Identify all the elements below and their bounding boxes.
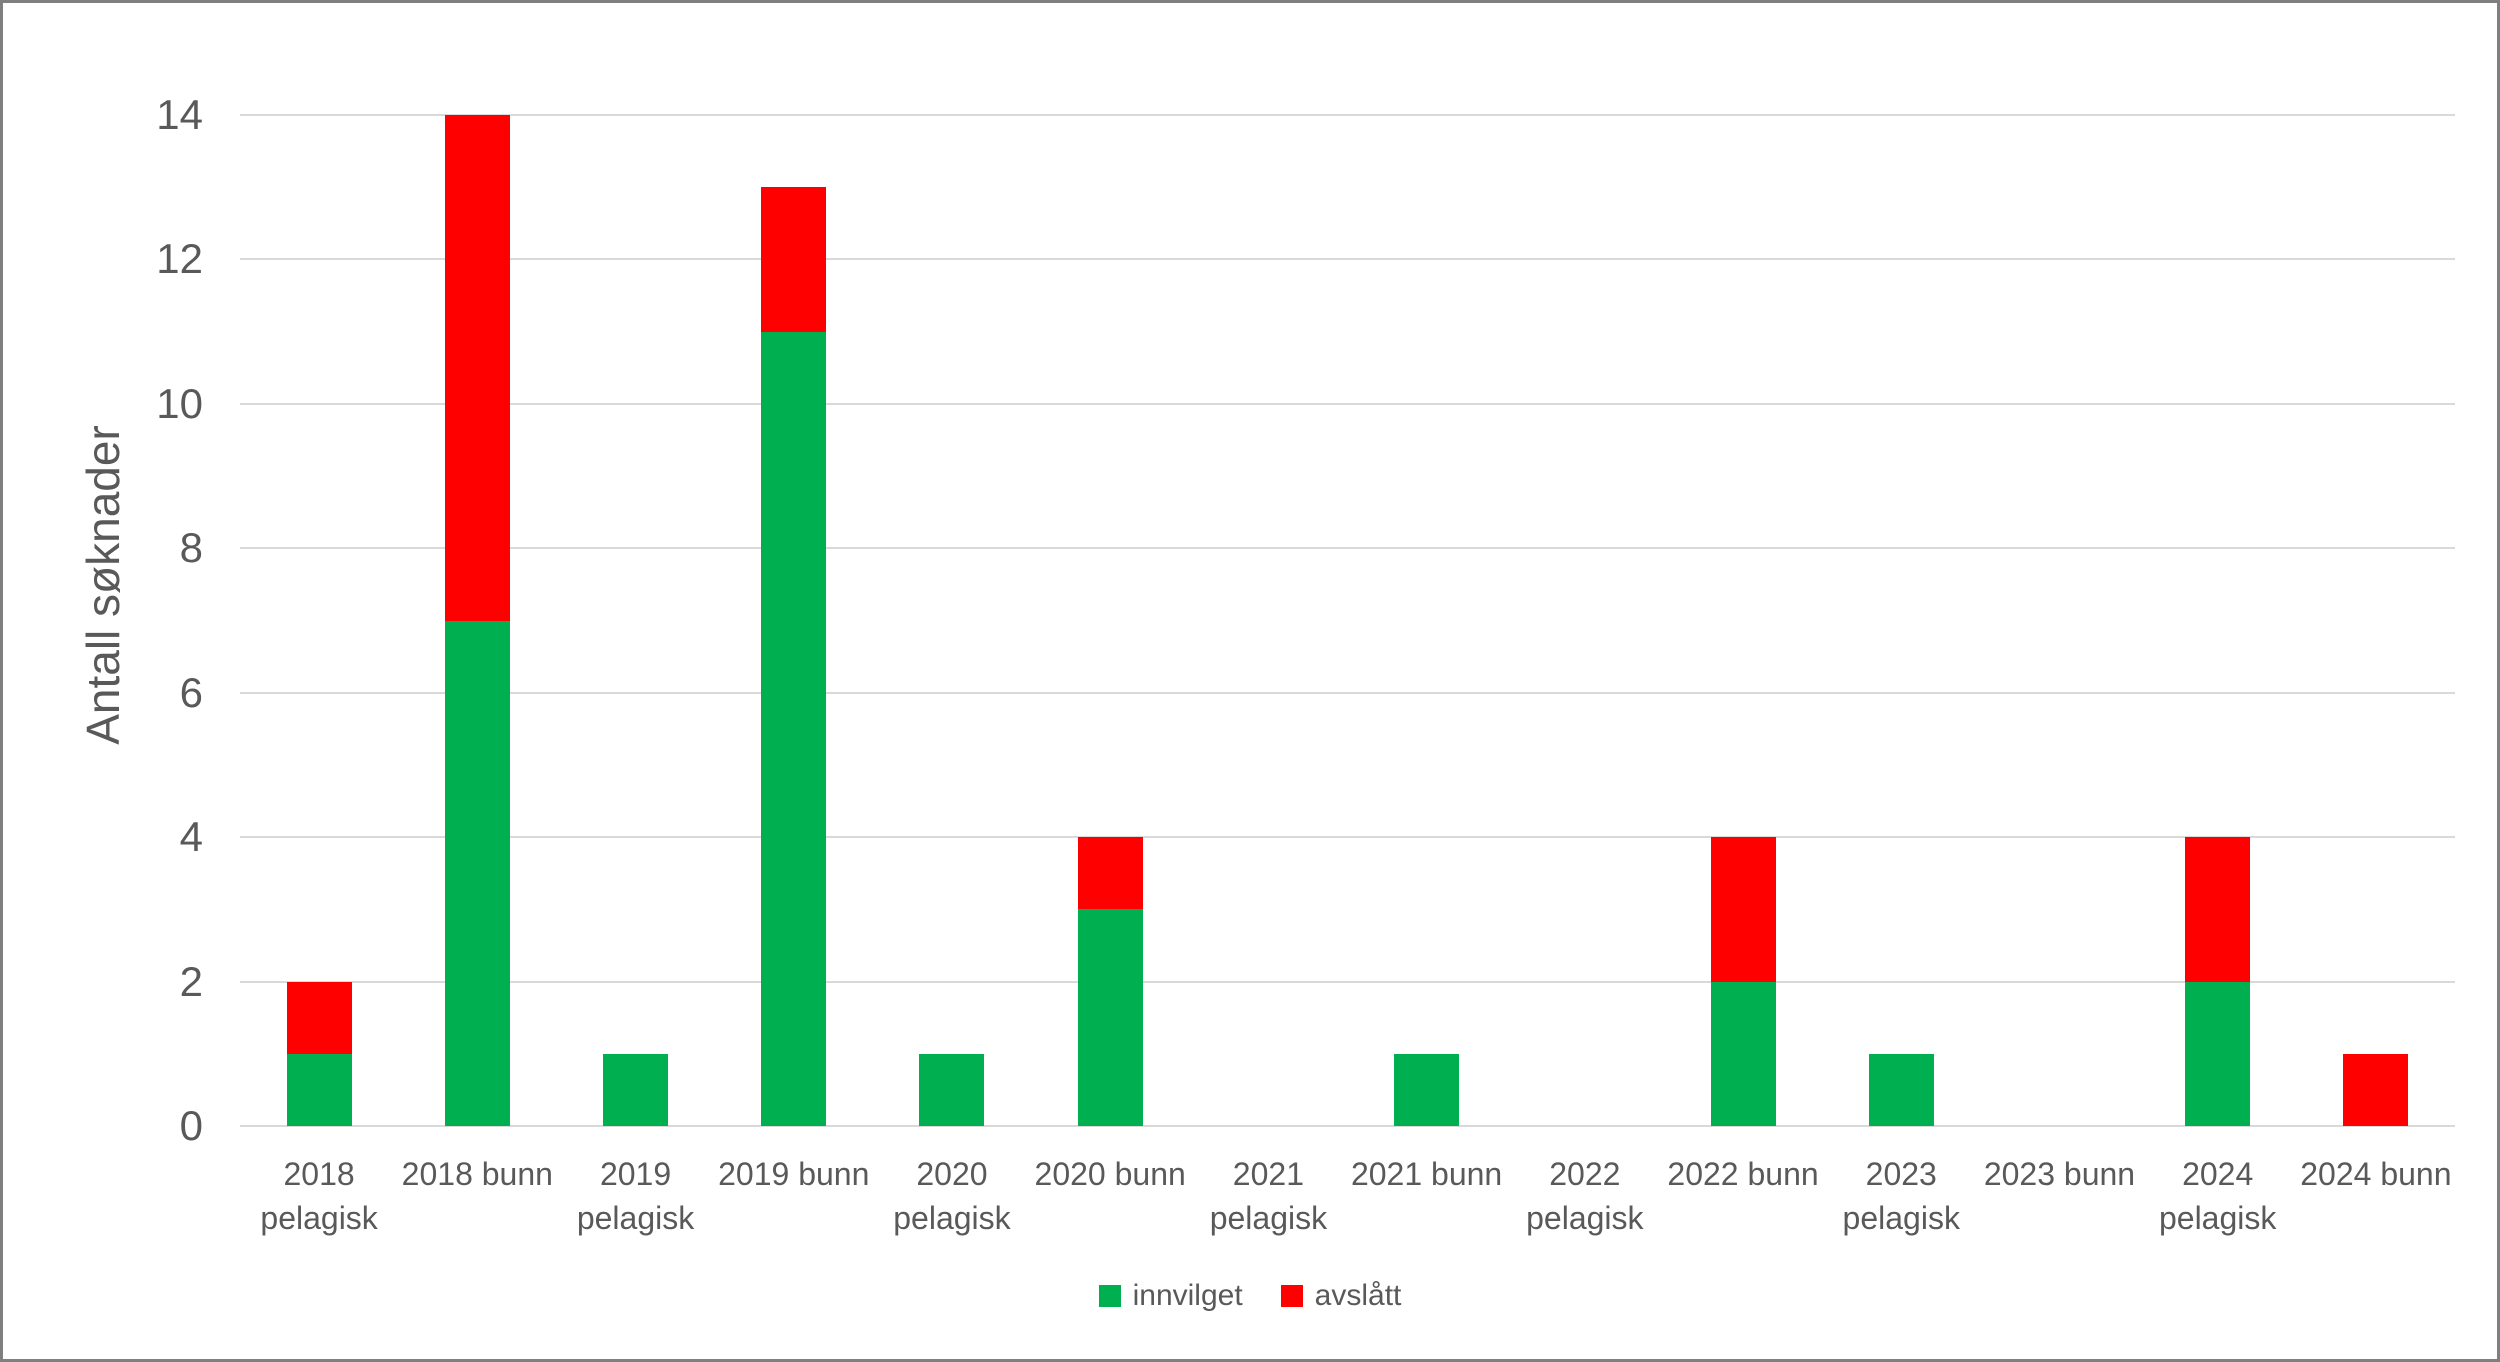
x-axis-label-line: pelagisk <box>260 1200 378 1236</box>
x-axis-label-line: 2019 <box>599 1156 672 1192</box>
x-axis-label-line: 2023 bunn <box>1983 1156 2136 1192</box>
x-axis-label-line: pelagisk <box>1526 1200 1644 1236</box>
gridline-12 <box>240 258 2455 261</box>
gridline-10 <box>240 402 2455 405</box>
x-axis-label-2024-pelagisk: 2024 pelagisk <box>2128 1152 2308 1240</box>
bar-segment-avslått-2020-bunn <box>1077 837 1143 910</box>
bar-segment-innvilget-2018-pelagisk <box>286 1053 352 1126</box>
x-axis-label-2024-bunn: 2024 bunn <box>2286 1152 2466 1196</box>
x-axis-label-2018-bunn: 2018 bunn <box>387 1152 567 1196</box>
bar-segment-innvilget-2023-pelagisk <box>1868 1053 1934 1126</box>
x-axis-label-line: 2021 <box>1232 1156 1304 1192</box>
bar-segment-innvilget-2019-bunn <box>761 331 827 1126</box>
y-tick-label-8: 8 <box>179 524 203 572</box>
x-axis-label-line: pelagisk <box>1209 1200 1328 1236</box>
x-axis-label-2020-bunn: 2020 bunn <box>1020 1152 1200 1196</box>
bar-segment-avslått-2022-bunn <box>1710 837 1776 982</box>
x-axis-label-line: 2020 bunn <box>1034 1156 1186 1192</box>
bar-segment-innvilget-2018-bunn <box>444 620 510 1126</box>
legend-label-avslått: avslått <box>1314 1279 1402 1312</box>
x-axis-label-2022-bunn: 2022 bunn <box>1653 1152 1833 1196</box>
y-tick-label-2: 2 <box>179 957 203 1005</box>
gridline-0 <box>240 1125 2455 1127</box>
gridline-2 <box>240 980 2455 983</box>
x-axis-label-2019-pelagisk: 2019 pelagisk <box>546 1152 726 1240</box>
gridline-14 <box>240 114 2455 116</box>
bar-segment-innvilget-2022-bunn <box>1710 981 1776 1126</box>
x-axis-label-2021-bunn: 2021 bunn <box>1337 1152 1517 1196</box>
x-axis-label-line: pelagisk <box>2158 1200 2277 1236</box>
gridline-6 <box>240 691 2455 694</box>
y-tick-label-4: 4 <box>179 813 203 861</box>
legend-item-innvilget: innvilget <box>1098 1279 1243 1313</box>
x-axis-label-line: 2024 <box>2182 1156 2254 1192</box>
x-axis-label-line: pelagisk <box>1842 1200 1960 1236</box>
x-axis-label-line: 2018 bunn <box>401 1156 553 1192</box>
gridline-8 <box>240 547 2455 550</box>
x-axis-label-line: 2018 <box>283 1156 355 1192</box>
x-axis-label-2020-pelagisk: 2020 pelagisk <box>862 1152 1042 1240</box>
legend: innvilget avslått <box>3 1279 2497 1313</box>
bar-segment-innvilget-2020-bunn <box>1077 909 1143 1126</box>
x-axis-label-line: 2022 <box>1549 1156 1621 1192</box>
bar-segment-innvilget-2021-bunn <box>1394 1053 1460 1126</box>
y-tick-label-0: 0 <box>179 1102 203 1149</box>
bar-segment-innvilget-2024-pelagisk <box>2185 981 2251 1126</box>
bar-segment-avslått-2019-bunn <box>761 187 827 332</box>
bar-segment-innvilget-2019-pelagisk <box>603 1053 669 1126</box>
x-axis-label-2018-pelagisk: 2018 pelagisk <box>229 1152 409 1240</box>
x-axis-label-line: 2020 <box>916 1156 988 1192</box>
x-axis-label-2023-bunn: 2023 bunn <box>1969 1152 2149 1196</box>
bar-segment-innvilget-2020-pelagisk <box>919 1053 985 1126</box>
x-axis-label-2019-bunn: 2019 bunn <box>704 1152 884 1196</box>
x-axis-label-line: 2021 bunn <box>1350 1156 1503 1192</box>
legend-swatch-avslått <box>1280 1285 1303 1307</box>
legend-item-avslått: avslått <box>1280 1279 1402 1313</box>
x-axis-label-2022-pelagisk: 2022 pelagisk <box>1495 1152 1675 1240</box>
x-axis-label-line: 2024 bunn <box>2300 1156 2452 1192</box>
x-axis-label-line: pelagisk <box>893 1200 1011 1236</box>
bar-segment-avslått-2024-pelagisk <box>2185 837 2251 982</box>
y-tick-label-14: 14 <box>156 91 203 138</box>
y-tick-label-6: 6 <box>179 668 203 716</box>
x-axis-label-line: 2022 bunn <box>1667 1156 1819 1192</box>
x-axis-label-2021-pelagisk: 2021 pelagisk <box>1178 1152 1358 1240</box>
legend-label-innvilget: innvilget <box>1132 1279 1243 1312</box>
x-axis-label-line: pelagisk <box>576 1200 695 1236</box>
bar-segment-avslått-2018-bunn <box>444 115 510 621</box>
y-tick-label-10: 10 <box>156 379 203 427</box>
bar-segment-avslått-2024-bunn <box>2343 1053 2409 1126</box>
x-axis-label-2023-pelagisk: 2023 pelagisk <box>1811 1152 1991 1240</box>
legend-swatch-innvilget <box>1098 1285 1121 1307</box>
x-axis-label-line: 2019 bunn <box>718 1156 870 1192</box>
x-axis-label-line: 2023 <box>1865 1156 1937 1192</box>
gridline-4 <box>240 836 2455 839</box>
bar-segment-avslått-2018-pelagisk <box>286 981 352 1054</box>
y-tick-label-12: 12 <box>156 235 203 283</box>
